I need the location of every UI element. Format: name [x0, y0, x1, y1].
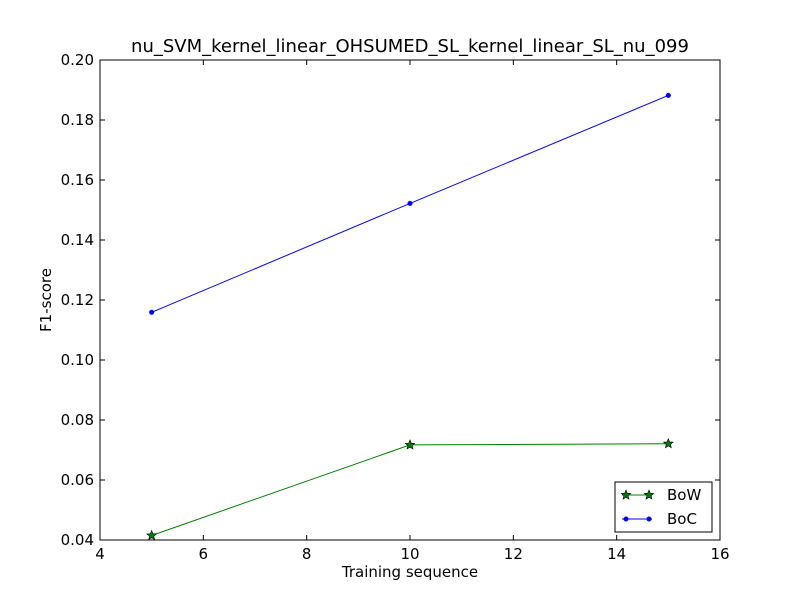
x-tick-label: 14	[607, 545, 626, 563]
y-tick-label: 0.14	[61, 231, 94, 249]
x-tick-label: 8	[302, 545, 312, 563]
y-tick-label: 0.16	[61, 171, 94, 189]
chart-title: nu_SVM_kernel_linear_OHSUMED_SL_kernel_l…	[131, 36, 689, 57]
legend-item-boc: BoC	[622, 510, 697, 528]
x-tick-label: 6	[199, 545, 209, 563]
data-point-boc	[149, 309, 155, 315]
legend-box	[614, 481, 713, 533]
plot-frame	[99, 59, 721, 541]
y-tick-label: 0.04	[61, 531, 94, 549]
plot-area	[99, 59, 721, 541]
series-bow	[146, 437, 674, 541]
legend-marker	[623, 516, 629, 522]
data-point-bow	[146, 529, 158, 541]
x-tick-label: 10	[400, 545, 419, 563]
legend: BoW BoC	[614, 481, 713, 533]
axis-ticks: 4 6 8 10 12 14 16 0.04 0.06 0.08 0.10 0.12 0.14 0.16 0…	[61, 51, 730, 563]
y-tick-label: 0.08	[61, 411, 94, 429]
legend-marker	[646, 516, 652, 522]
y-tick-label: 0.12	[61, 291, 94, 309]
y-tick-label: 0.18	[61, 111, 94, 129]
y-tick-label: 0.20	[61, 51, 94, 69]
series-boc	[149, 92, 671, 315]
series-layer	[146, 92, 674, 541]
y-tick-label: 0.10	[61, 351, 94, 369]
x-tick-label: 4	[95, 545, 105, 563]
data-point-bow	[662, 437, 674, 449]
x-axis-label: Training sequence	[341, 563, 478, 581]
legend-label: BoC	[667, 510, 697, 528]
legend-label: BoW	[667, 486, 701, 504]
legend-marker	[643, 489, 655, 500]
legend-marker	[620, 489, 632, 500]
y-axis-label: F1-score	[37, 268, 55, 332]
data-point-boc	[665, 92, 671, 98]
data-point-boc	[407, 200, 413, 206]
x-tick-label: 12	[504, 545, 523, 563]
y-tick-label: 0.06	[61, 471, 94, 489]
legend-item-bow: BoW	[620, 486, 701, 504]
x-tick-label: 16	[710, 545, 729, 563]
data-point-bow	[404, 439, 416, 450]
